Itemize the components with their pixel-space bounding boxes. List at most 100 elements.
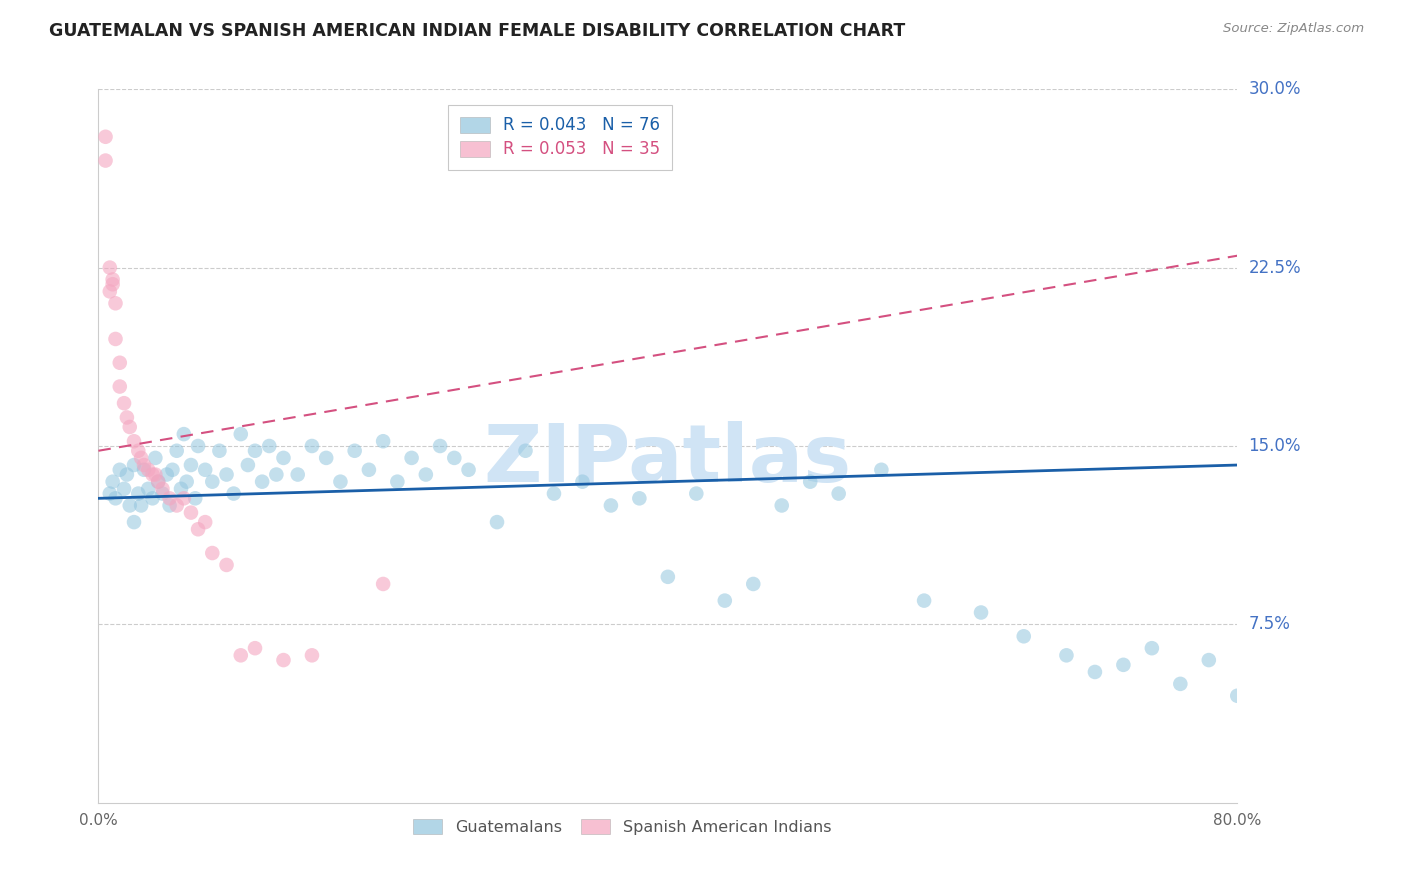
Point	[415, 467, 437, 482]
Point	[98, 285, 121, 299]
Point	[685, 486, 707, 500]
Point	[1112, 657, 1135, 672]
Point	[136, 463, 159, 477]
Point	[166, 443, 188, 458]
Point	[373, 434, 395, 449]
Point	[94, 129, 117, 144]
Point	[187, 522, 209, 536]
Point	[259, 439, 281, 453]
Point	[429, 439, 451, 453]
Point	[166, 499, 188, 513]
Point	[115, 410, 138, 425]
Text: 15.0%: 15.0%	[1249, 437, 1301, 455]
Point	[301, 648, 323, 663]
Point	[600, 499, 623, 513]
Point	[571, 475, 593, 489]
Point	[236, 458, 259, 472]
Point	[657, 570, 679, 584]
Point	[301, 439, 323, 453]
Point	[315, 450, 337, 465]
Text: ZIPatlas: ZIPatlas	[484, 421, 852, 500]
Text: 22.5%: 22.5%	[1249, 259, 1301, 277]
Point	[148, 475, 170, 489]
Point	[515, 443, 537, 458]
Point	[273, 450, 295, 465]
Point	[799, 475, 821, 489]
Point	[145, 450, 167, 465]
Point	[148, 475, 170, 489]
Point	[1170, 677, 1192, 691]
Point	[98, 486, 121, 500]
Point	[118, 420, 141, 434]
Point	[912, 593, 935, 607]
Point	[1198, 653, 1220, 667]
Point	[180, 458, 202, 472]
Point	[129, 499, 152, 513]
Point	[159, 499, 181, 513]
Point	[180, 506, 202, 520]
Point	[98, 260, 121, 275]
Point	[122, 515, 145, 529]
Point	[122, 434, 145, 449]
Point	[127, 486, 149, 500]
Point	[194, 515, 217, 529]
Point	[243, 641, 266, 656]
Point	[201, 475, 224, 489]
Point	[287, 467, 309, 482]
Point	[136, 482, 159, 496]
Point	[243, 443, 266, 458]
Point	[1226, 689, 1249, 703]
Point	[543, 486, 565, 500]
Point	[250, 475, 273, 489]
Point	[970, 606, 993, 620]
Text: GUATEMALAN VS SPANISH AMERICAN INDIAN FEMALE DISABILITY CORRELATION CHART: GUATEMALAN VS SPANISH AMERICAN INDIAN FE…	[49, 22, 905, 40]
Point	[122, 458, 145, 472]
Text: Source: ZipAtlas.com: Source: ZipAtlas.com	[1223, 22, 1364, 36]
Point	[141, 467, 163, 482]
Point	[222, 486, 245, 500]
Point	[266, 467, 288, 482]
Point	[94, 153, 117, 168]
Point	[112, 396, 135, 410]
Point	[112, 482, 135, 496]
Point	[152, 482, 174, 496]
Legend: Guatemalans, Spanish American Indians: Guatemalans, Spanish American Indians	[404, 810, 841, 845]
Point	[1140, 641, 1163, 656]
Point	[162, 463, 184, 477]
Point	[115, 467, 138, 482]
Point	[152, 486, 174, 500]
Point	[215, 558, 238, 572]
Text: 30.0%: 30.0%	[1249, 80, 1301, 98]
Point	[176, 475, 198, 489]
Point	[104, 296, 127, 310]
Point	[132, 463, 155, 477]
Text: 7.5%: 7.5%	[1249, 615, 1291, 633]
Point	[215, 467, 238, 482]
Point	[145, 467, 167, 482]
Point	[229, 648, 252, 663]
Point	[101, 272, 124, 286]
Point	[208, 443, 231, 458]
Point	[201, 546, 224, 560]
Point	[486, 515, 509, 529]
Point	[401, 450, 423, 465]
Point	[108, 463, 131, 477]
Point	[104, 332, 127, 346]
Point	[457, 463, 479, 477]
Point	[628, 491, 651, 506]
Point	[870, 463, 893, 477]
Point	[159, 491, 181, 506]
Point	[187, 439, 209, 453]
Point	[104, 491, 127, 506]
Point	[273, 653, 295, 667]
Point	[173, 427, 195, 442]
Point	[329, 475, 352, 489]
Point	[108, 379, 131, 393]
Point	[173, 491, 195, 506]
Point	[714, 593, 737, 607]
Point	[373, 577, 395, 591]
Point	[156, 467, 179, 482]
Point	[357, 463, 380, 477]
Point	[1084, 665, 1107, 679]
Point	[101, 475, 124, 489]
